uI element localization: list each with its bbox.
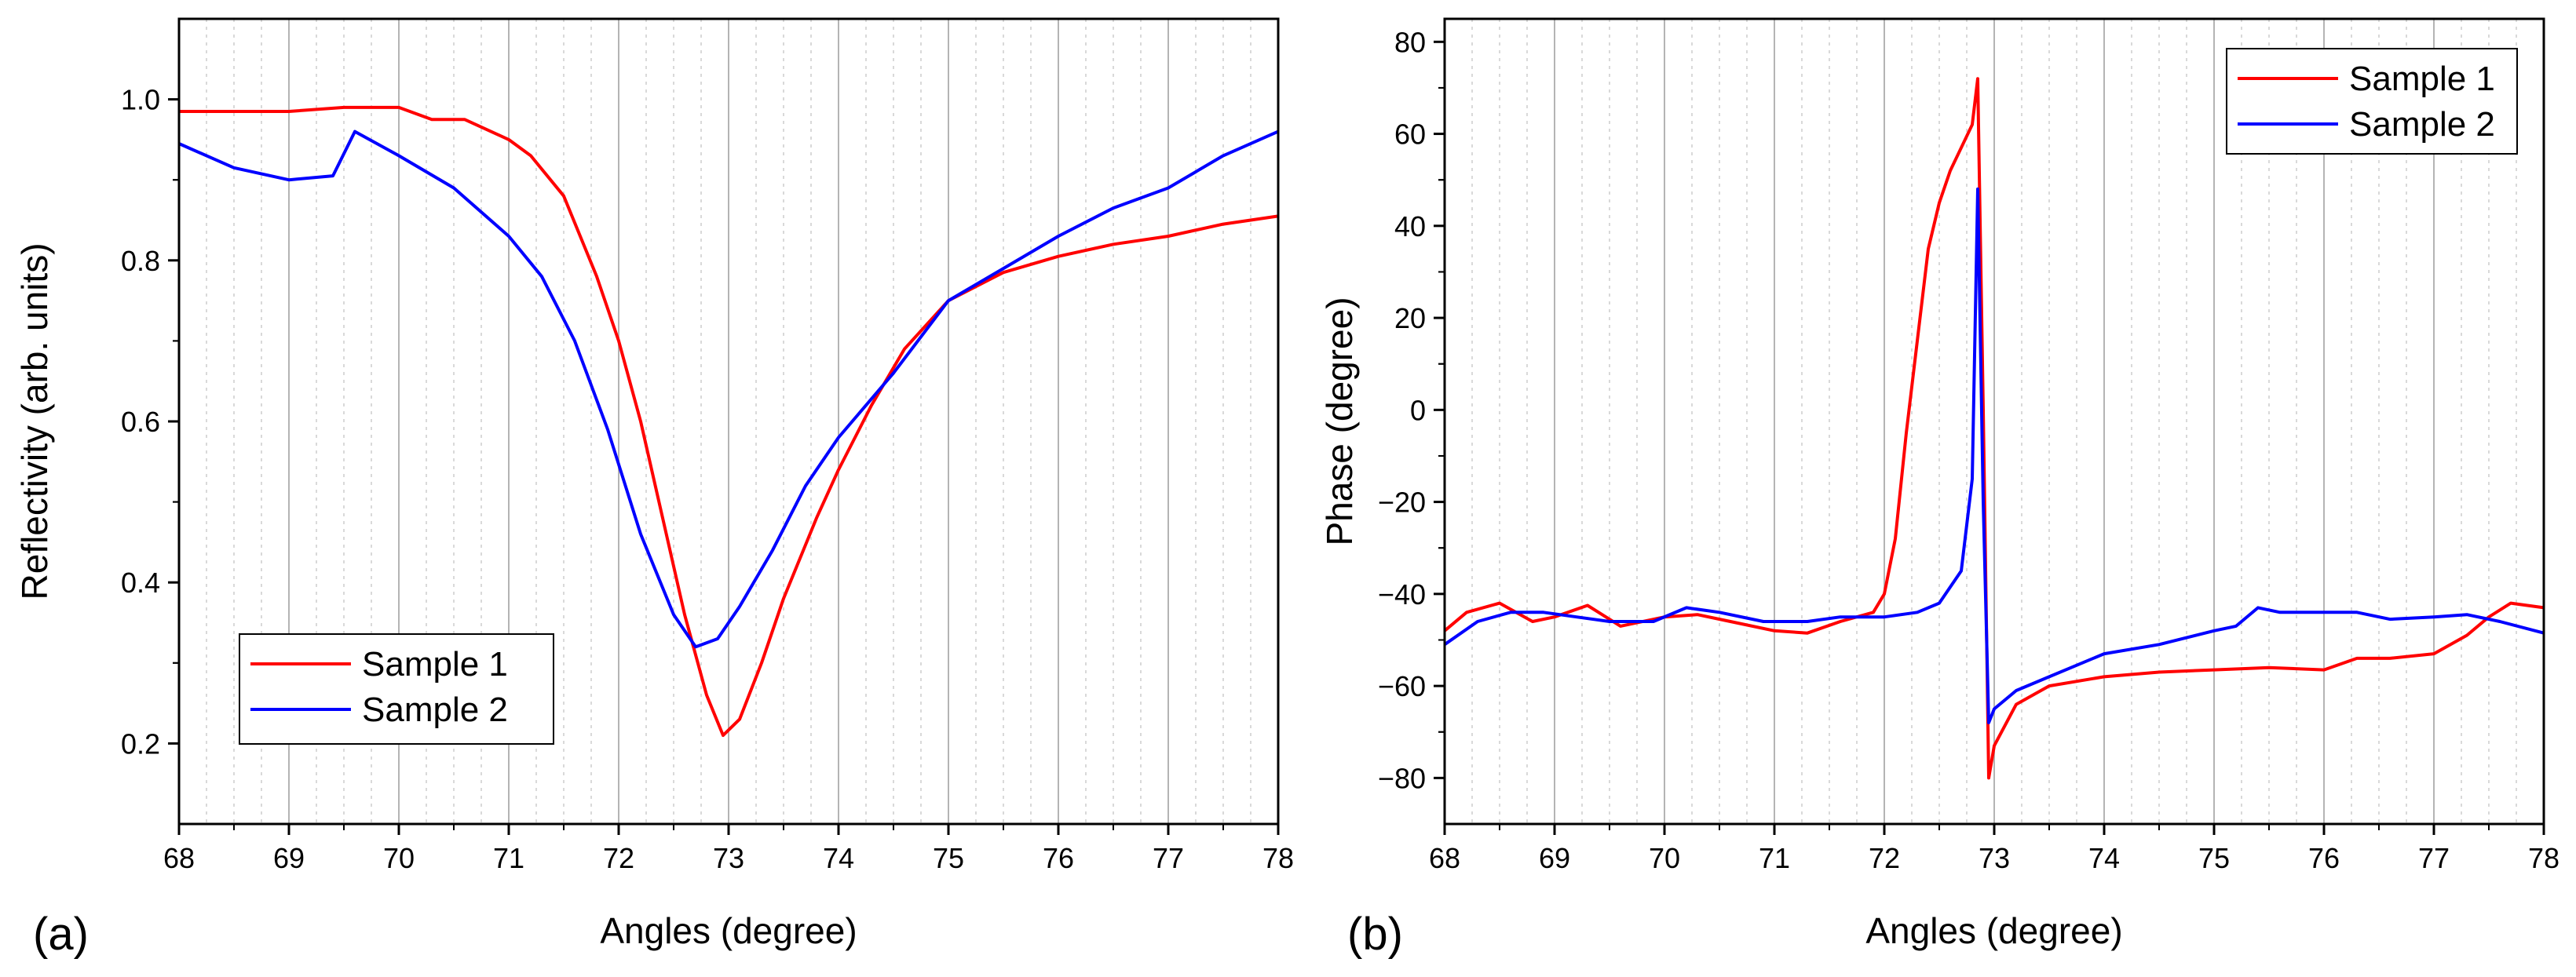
legend-entry: Sample 1	[2349, 60, 2495, 98]
y-tick-label: 0.4	[121, 567, 160, 599]
x-tick-label: 76	[1043, 842, 1074, 874]
x-tick-label: 72	[603, 842, 634, 874]
panel-label: (b)	[1347, 909, 1403, 960]
y-tick-label: −80	[1378, 762, 1426, 794]
y-tick-label: 20	[1394, 302, 1426, 334]
x-axis-label: Angles (degree)	[1865, 910, 2122, 951]
legend-box	[239, 633, 554, 745]
x-axis-label: Angles (degree)	[600, 910, 857, 951]
x-tick-label: 77	[1153, 842, 1184, 874]
x-tick-label: 76	[2308, 842, 2340, 874]
x-tick-label: 71	[493, 842, 524, 874]
x-tick-label: 68	[1429, 842, 1460, 874]
series-line-sample-2	[1443, 187, 2545, 724]
series-line-sample-1	[179, 105, 1279, 738]
legend: Sample 1 Sample 2	[239, 633, 554, 745]
x-tick-label: 68	[163, 842, 195, 874]
y-tick-label: 0.6	[121, 406, 160, 438]
x-tick-label: 72	[1869, 842, 1900, 874]
y-axis-label: Reflectivity (arb. units)	[14, 242, 55, 600]
panel-label: (a)	[33, 909, 89, 960]
x-tick-label: 75	[2198, 842, 2230, 874]
x-tick-label: 70	[1649, 842, 1680, 874]
x-tick-label: 74	[2088, 842, 2120, 874]
legend: Sample 1 Sample 2	[2226, 48, 2518, 155]
y-tick-label: 0.8	[121, 245, 160, 277]
x-tick-label: 69	[1539, 842, 1570, 874]
y-tick-label: −20	[1378, 487, 1426, 519]
x-tick-label: 73	[1979, 842, 2010, 874]
y-tick-label: −40	[1378, 578, 1426, 611]
y-axis-label: Phase (degree)	[1319, 297, 1360, 545]
x-tick-label: 71	[1759, 842, 1790, 874]
legend-entry: Sample 2	[2349, 105, 2495, 144]
y-tick-label: 0	[1410, 394, 1426, 426]
x-tick-label: 70	[383, 842, 415, 874]
series-line-sample-2	[178, 129, 1279, 649]
panel-a: 68 69 70 71 72 73 74 75 76 77 78 0.2 0.4 0.6 0.8 1.0 Ang…	[14, 17, 1294, 960]
panel-b: 68 69 70 71 72 73 74 75 76 77 78 −80 −60 −40 −20 0 20 40 6…	[1319, 17, 2560, 960]
y-tick-label: 40	[1394, 210, 1426, 242]
x-tick-label: 73	[713, 842, 744, 874]
x-tick-label: 78	[1262, 842, 1294, 874]
x-tick-label: 78	[2528, 842, 2560, 874]
x-tick-label: 74	[823, 842, 854, 874]
y-tick-label: 0.2	[121, 727, 160, 760]
x-tick-label: 69	[273, 842, 305, 874]
legend-box	[2226, 48, 2518, 155]
y-tick-label: 80	[1394, 26, 1426, 58]
x-tick-label: 77	[2418, 842, 2450, 874]
legend-entry: Sample 2	[362, 691, 508, 729]
y-tick-label: −60	[1378, 670, 1426, 702]
y-tick-label: 60	[1394, 118, 1426, 151]
y-tick-label: 1.0	[121, 84, 160, 116]
x-tick-label: 75	[933, 842, 964, 874]
legend-entry: Sample 1	[362, 645, 508, 684]
